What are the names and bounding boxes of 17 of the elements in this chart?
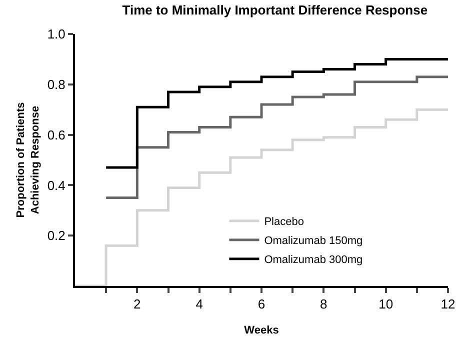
x-tick-label: 12 [440,296,456,312]
x-tick-label: 10 [378,296,394,312]
y-tick-label: 0.2 [47,228,66,244]
x-tick-label: 4 [196,296,203,312]
x-tick-label: 6 [258,296,266,312]
legend-label: Placebo [264,216,304,228]
x-axis-title: Weeks [244,324,279,336]
legend-label: Omalizumab 300mg [264,254,363,266]
y-tick-label: 0.6 [47,127,66,142]
x-tick-label: 8 [320,296,328,312]
y-tick-label: 0.8 [47,76,66,92]
chart-title: Time to Minimally Important Difference Response [122,2,428,18]
y-tick-label: 1.0 [47,26,66,42]
legend-label: Omalizumab 150mg [264,235,363,248]
y-axis-title: Proportion of Patients Achieving Response [15,102,42,218]
x-tick-label: 2 [134,296,141,312]
y-tick-label: 0.4 [47,178,66,193]
